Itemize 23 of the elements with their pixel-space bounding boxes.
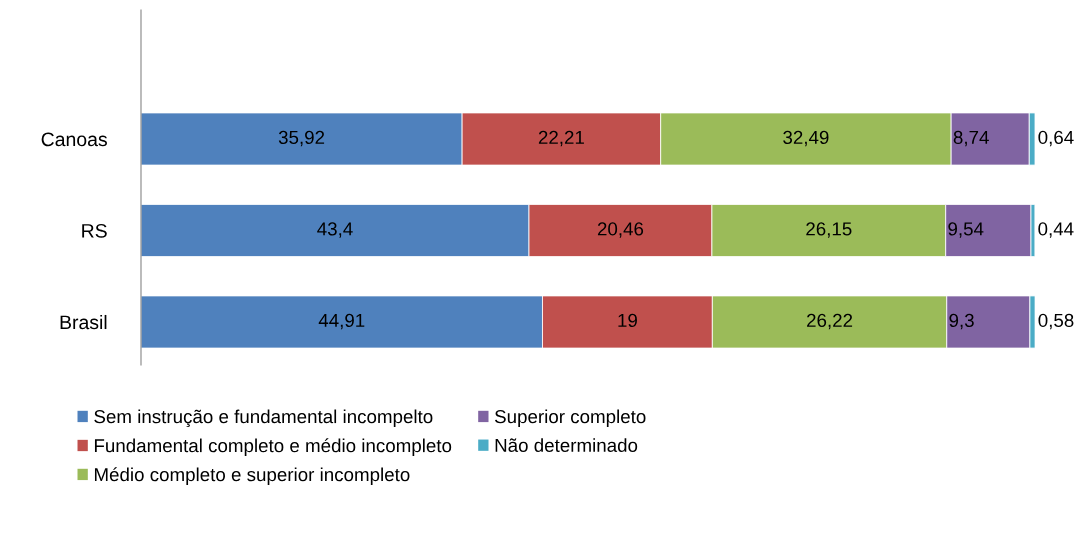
data-label: 0,44 [1038,222,1074,238]
data-label: 19 [618,313,637,328]
data-label: 43,4 [317,222,353,238]
data-label: 26,15 [806,222,852,238]
y-tick-label: RS [82,223,107,238]
legend-label: Fundamental completo e médio incompleto [94,438,452,457]
data-label: 35,92 [278,130,325,147]
data-label: 0,58 [1038,313,1074,330]
data-label: 32,49 [783,130,829,147]
data-label: 20,46 [597,222,644,238]
legend-label: Sem instrução e fundamental incompelto [94,409,433,428]
legend-label: Médio completo e superior incompleto [94,467,410,485]
data-label: 44,91 [318,313,365,330]
data-label: 9,54 [948,222,984,238]
data-label: 9,3 [949,313,974,330]
y-tick-label: Canoas [41,132,107,147]
legend-label: Não determinado [495,438,638,452]
y-tick-label: Brasil [60,314,107,330]
data-label: 0,64 [1038,130,1074,147]
data-label: 8,74 [953,130,989,147]
data-label: 26,22 [807,313,853,330]
legend-label: Superior completo [494,409,646,427]
data-label: 22,21 [538,130,584,147]
